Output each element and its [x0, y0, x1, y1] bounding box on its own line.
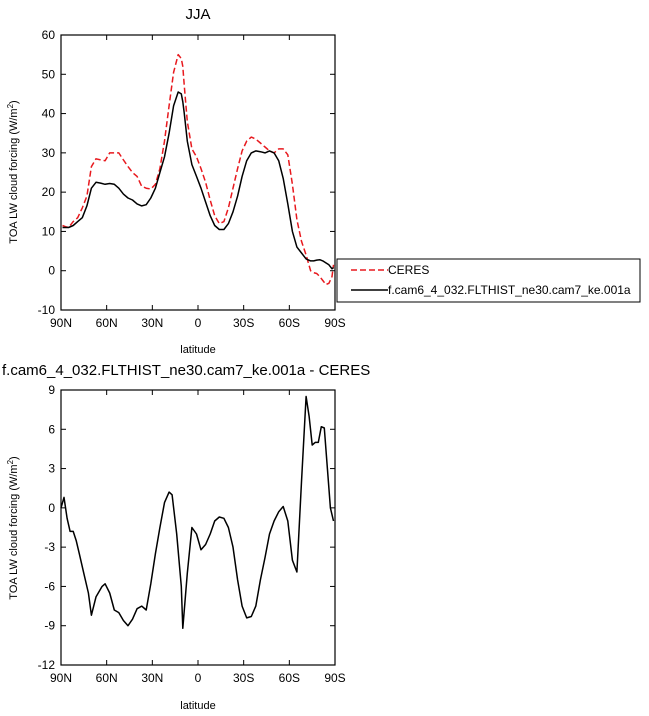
- x-tick-label: 0: [195, 671, 202, 685]
- x-tick-label: 60S: [279, 316, 300, 330]
- x-tick-label: 60N: [96, 316, 118, 330]
- y-tick-label: 6: [48, 422, 55, 436]
- x-tick-label: 30S: [233, 671, 254, 685]
- x-tick-label: 90N: [50, 316, 72, 330]
- bottom-series: [60, 395, 335, 630]
- series-line-0-1: [62, 91, 334, 270]
- y-tick-label: -12: [38, 658, 56, 672]
- x-tick-label: 0: [195, 316, 202, 330]
- top-x-axis-label: latitude: [180, 344, 215, 356]
- y-tick-label: 30: [42, 146, 56, 160]
- top-x-ticks: 90N 60N 30N 0 30S 60S 90S: [50, 35, 346, 330]
- x-tick-label: 60S: [279, 671, 300, 685]
- y-tick-label: 40: [42, 107, 56, 121]
- legend-label-ceres: CERES: [388, 263, 429, 277]
- y-tick-label: 20: [42, 185, 56, 199]
- y-tick-label: 3: [48, 462, 55, 476]
- y-tick-label: 9: [48, 383, 55, 397]
- top-plot-frame: [60, 34, 336, 311]
- y-tick-label: 60: [42, 28, 56, 42]
- series-line-0-0: [62, 53, 335, 286]
- y-tick-label: -3: [44, 540, 55, 554]
- bottom-x-ticks: 90N 60N 30N 0 30S 60S 90S: [50, 390, 346, 685]
- x-tick-label: 30S: [233, 316, 254, 330]
- bottom-y-ticks: -12 -9 -6 -3 0 3 6 9: [38, 383, 335, 672]
- x-tick-label: 90S: [324, 316, 345, 330]
- top-y-ticks: -10 0 10 20 30 40 50 60: [38, 28, 335, 317]
- legend-box: [336, 258, 641, 303]
- legend: CERES f.cam6_4_032.FLTHIST_ne30.cam7_ke.…: [336, 258, 641, 303]
- y-tick-label: -6: [44, 579, 55, 593]
- x-tick-label: 30N: [141, 316, 163, 330]
- y-tick-label: 0: [48, 264, 55, 278]
- y-tick-label: 50: [42, 67, 56, 81]
- bottom-x-axis-label: latitude: [180, 700, 215, 712]
- y-tick-label: 10: [42, 224, 56, 238]
- x-tick-label: 30N: [141, 671, 163, 685]
- x-tick-label: 60N: [96, 671, 118, 685]
- legend-label-model: f.cam6_4_032.FLTHIST_ne30.cam7_ke.001a: [388, 283, 631, 297]
- series-line-1-0: [60, 395, 335, 630]
- bottom-plot-frame: [60, 389, 336, 666]
- bottom-chart-title: f.cam6_4_032.FLTHIST_ne30.cam7_ke.001a -…: [2, 362, 370, 379]
- x-tick-label: 90N: [50, 671, 72, 685]
- bottom-y-axis-label: TOA LW cloud forcing (W/m2): [6, 456, 20, 599]
- top-chart-title: JJA: [185, 6, 210, 23]
- y-tick-label: -10: [38, 303, 56, 317]
- bottom-chart: f.cam6_4_032.FLTHIST_ne30.cam7_ke.001a -…: [2, 362, 370, 712]
- x-tick-label: 90S: [324, 671, 345, 685]
- y-tick-label: 0: [48, 501, 55, 515]
- top-y-axis-label: TOA LW cloud forcing (W/m2): [6, 100, 20, 243]
- top-series: [62, 53, 335, 286]
- y-tick-label: -9: [44, 619, 55, 633]
- top-chart: JJA -10 0 10 20 30 40 50 60 90N 60N 30N 0 30S 60S 90S…: [6, 6, 346, 356]
